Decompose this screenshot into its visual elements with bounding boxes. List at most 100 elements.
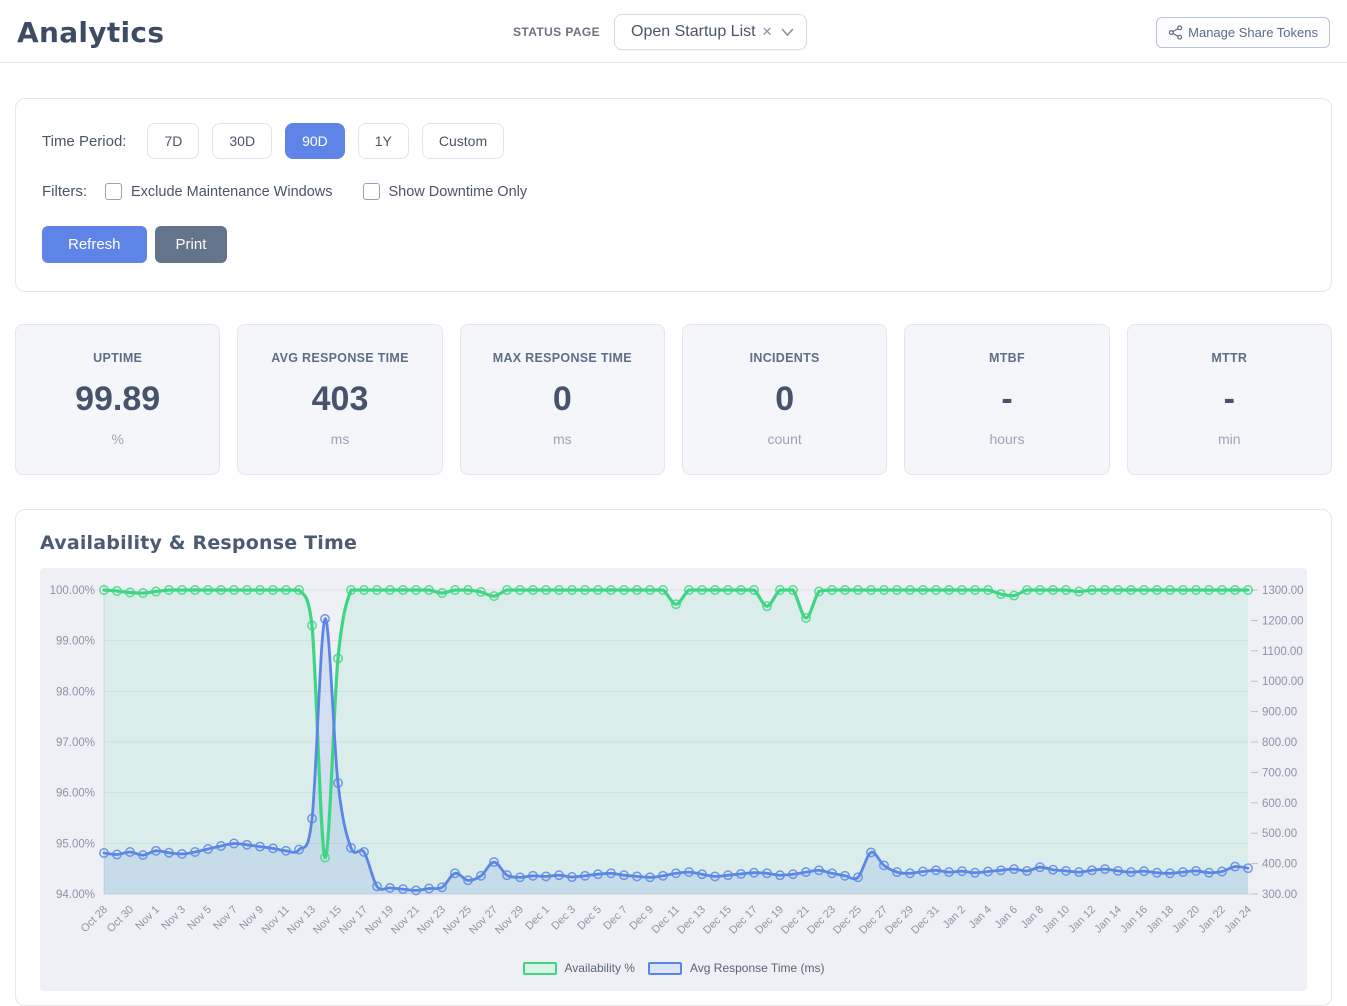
manage-share-tokens-button[interactable]: Manage Share Tokens (1156, 16, 1330, 48)
status-page-selected-value: Open Startup List (631, 23, 756, 40)
svg-text:99.00%: 99.00% (56, 636, 95, 648)
chart-title: Availability & Response Time (40, 532, 358, 554)
card-value: 0 (775, 380, 795, 418)
svg-text:100.00%: 100.00% (50, 585, 95, 597)
incidents-card: INCIDENTS 0 count (681, 324, 888, 475)
card-label: INCIDENTS (749, 351, 820, 365)
svg-text:Dec 5: Dec 5 (575, 904, 604, 933)
svg-text:Nov 5: Nov 5 (185, 904, 214, 933)
print-button[interactable]: Print (154, 226, 228, 263)
chart-area: 94.00% 95.00% 96.00% 97.00% 98.00% 99.00% 100.… (40, 568, 1307, 991)
svg-text:Dec 3: Dec 3 (549, 904, 578, 933)
exclude-maintenance-label: Exclude Maintenance Windows (131, 183, 333, 200)
status-page-select[interactable]: Open Startup List ✕ (614, 14, 808, 50)
svg-text:300.00: 300.00 (1262, 889, 1297, 901)
chart-panel: Availability & Response Time 94.00% 95.00… (15, 509, 1332, 1006)
svg-text:Jan 24: Jan 24 (1222, 904, 1254, 936)
svg-text:Jan 12: Jan 12 (1066, 904, 1098, 936)
svg-text:Nov 7: Nov 7 (211, 904, 240, 933)
svg-text:97.00%: 97.00% (56, 737, 95, 749)
svg-text:Dec 31: Dec 31 (909, 904, 942, 937)
svg-text:Oct 30: Oct 30 (105, 904, 136, 935)
filters-row: Filters: Exclude Maintenance Windows Sho… (42, 183, 1305, 200)
filter-panel: Time Period: 7D 30D 90D 1Y Custom Filter… (15, 98, 1332, 292)
card-unit: % (111, 431, 124, 447)
svg-text:Jan 4: Jan 4 (967, 904, 995, 932)
filters-label: Filters: (42, 183, 87, 200)
time-period-7d-button[interactable]: 7D (147, 123, 200, 159)
exclude-maintenance-checkbox[interactable] (105, 183, 122, 200)
refresh-button[interactable]: Refresh (42, 226, 147, 263)
chart-legend: Availability % Avg Response Time (ms) (40, 959, 1307, 981)
svg-text:1100.00: 1100.00 (1262, 646, 1303, 658)
svg-text:Jan 18: Jan 18 (1144, 904, 1176, 936)
svg-text:1300.00: 1300.00 (1262, 585, 1304, 597)
card-label: AVG RESPONSE TIME (271, 351, 409, 365)
time-period-90d-button[interactable]: 90D (285, 123, 345, 159)
show-downtime-checkbox[interactable] (362, 183, 380, 200)
svg-text:800.00: 800.00 (1262, 737, 1297, 749)
time-period-custom-button[interactable]: Custom (421, 123, 505, 159)
svg-text:Jan 22: Jan 22 (1196, 904, 1228, 936)
card-value: 0 (552, 380, 572, 418)
svg-text:Dec 7: Dec 7 (601, 904, 630, 933)
status-page-label: STATUS PAGE (512, 25, 601, 39)
legend-item-availability: Availability % (522, 961, 635, 975)
card-unit: hours (989, 431, 1025, 447)
action-row: Refresh Print (42, 226, 1305, 263)
svg-text:700.00: 700.00 (1262, 767, 1297, 779)
header-divider (0, 62, 1347, 63)
svg-text:Jan 6: Jan 6 (993, 904, 1021, 932)
show-downtime-label: Show Downtime Only (388, 183, 528, 200)
svg-text:Dec 1: Dec 1 (523, 904, 552, 933)
svg-text:95.00%: 95.00% (56, 838, 95, 850)
clear-selection-icon[interactable]: ✕ (761, 24, 773, 39)
time-period-label: Time Period: (42, 132, 127, 150)
time-period-30d-button[interactable]: 30D (212, 123, 273, 159)
svg-text:500.00: 500.00 (1262, 828, 1297, 840)
max-response-card: MAX RESPONSE TIME 0 ms (459, 324, 665, 475)
mtbf-card: MTBF - hours (904, 324, 1110, 475)
show-downtime-group[interactable]: Show Downtime Only (362, 183, 528, 200)
svg-text:Jan 20: Jan 20 (1170, 904, 1202, 936)
card-label: MAX RESPONSE TIME (492, 351, 632, 365)
card-label: UPTIME (93, 351, 143, 365)
card-value: - (1223, 380, 1235, 418)
svg-text:94.00%: 94.00% (56, 889, 95, 901)
svg-text:Jan 14: Jan 14 (1092, 904, 1124, 936)
time-period-1y-button[interactable]: 1Y (357, 123, 409, 159)
card-unit: min (1218, 431, 1241, 447)
legend-item-response: Avg Response Time (ms) (647, 961, 825, 975)
stats-row: UPTIME 99.89 % AVG RESPONSE TIME 403 ms … (15, 324, 1332, 475)
svg-text:600.00: 600.00 (1262, 798, 1297, 810)
share-icon (1168, 24, 1183, 40)
svg-text:900.00: 900.00 (1262, 707, 1297, 719)
card-unit: count (767, 431, 802, 447)
avg-response-card: AVG RESPONSE TIME 403 ms (237, 324, 443, 475)
availability-response-chart: 94.00% 95.00% 96.00% 97.00% 98.00% 99.00% 100.… (50, 584, 1304, 937)
time-period-group: 7D 30D 90D 1Y Custom (147, 123, 505, 159)
mttr-card: MTTR - min (1126, 324, 1332, 475)
svg-text:1200.00: 1200.00 (1262, 615, 1304, 627)
card-label: MTBF (989, 351, 1025, 365)
card-unit: ms (330, 431, 350, 447)
svg-text:98.00%: 98.00% (56, 686, 95, 698)
svg-text:Nov 3: Nov 3 (159, 904, 188, 933)
card-label: MTTR (1211, 351, 1248, 365)
response-legend-label: Avg Response Time (ms) (689, 961, 825, 975)
card-value: - (1001, 380, 1013, 418)
time-period-row: Time Period: 7D 30D 90D 1Y Custom (42, 123, 1305, 159)
exclude-maintenance-group[interactable]: Exclude Maintenance Windows (105, 183, 333, 200)
card-value: 403 (311, 380, 369, 418)
svg-text:Nov 1: Nov 1 (133, 904, 162, 933)
chevron-down-icon (782, 28, 794, 36)
svg-text:400.00: 400.00 (1262, 859, 1297, 871)
svg-text:Jan 16: Jan 16 (1118, 904, 1150, 936)
header: Analytics STATUS PAGE Open Startup List … (0, 0, 1347, 54)
svg-text:1000.00: 1000.00 (1262, 676, 1304, 688)
status-page-group: STATUS PAGE Open Startup List ✕ (513, 14, 808, 50)
uptime-card: UPTIME 99.89 % (15, 324, 221, 475)
response-legend-swatch (647, 961, 682, 975)
svg-text:Jan 2: Jan 2 (941, 904, 969, 932)
availability-legend-label: Availability % (564, 961, 635, 975)
